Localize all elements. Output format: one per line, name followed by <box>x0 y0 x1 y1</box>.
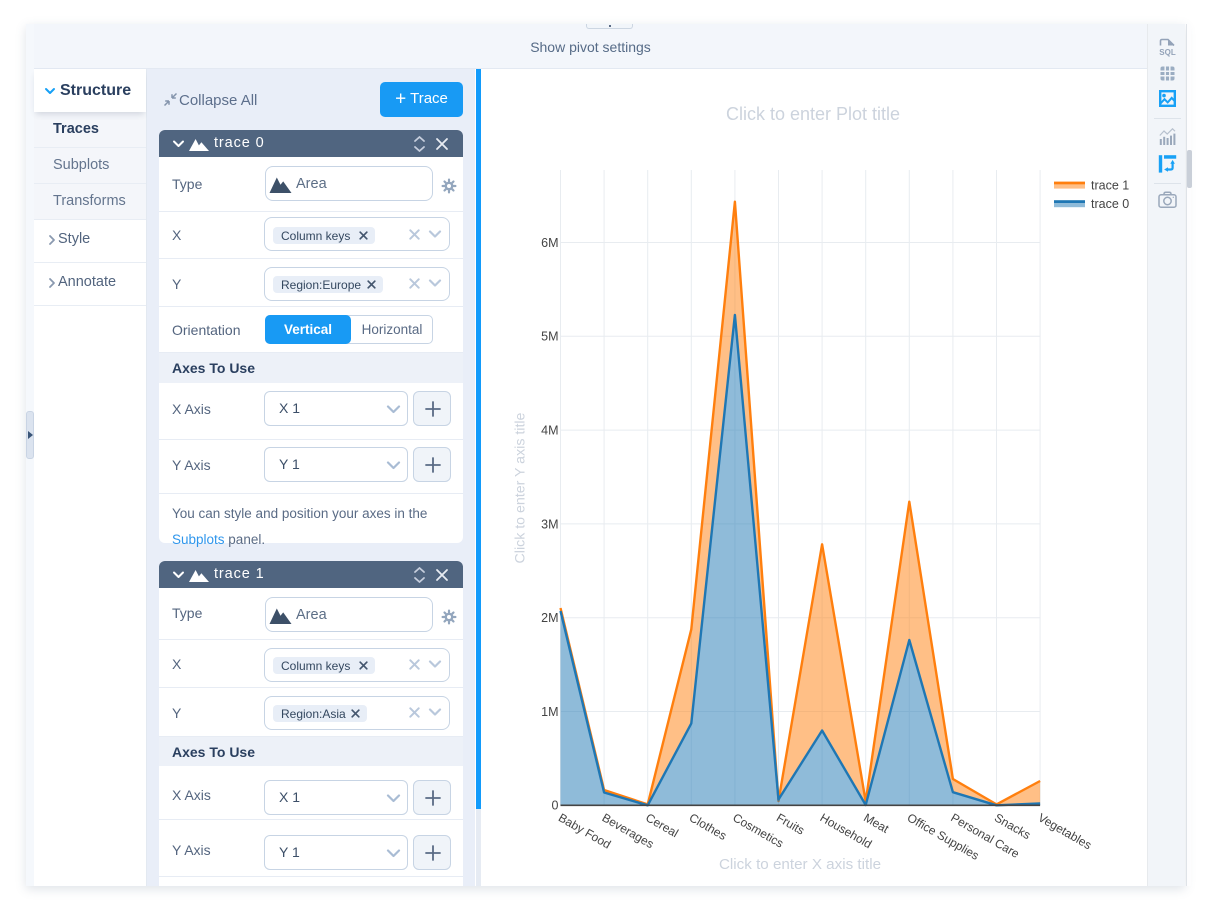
svg-text:4M: 4M <box>541 424 558 438</box>
svg-text:1M: 1M <box>541 705 558 719</box>
svg-text:SQL: SQL <box>1159 48 1176 57</box>
svg-text:6M: 6M <box>541 236 558 250</box>
svg-text:trace 1: trace 1 <box>1091 179 1129 193</box>
svg-text:Clothes: Clothes <box>687 810 729 842</box>
svg-text:Click to enter Plot title: Click to enter Plot title <box>726 104 900 124</box>
svg-text:0: 0 <box>552 799 559 813</box>
svg-text:5M: 5M <box>541 330 558 344</box>
svg-text:trace 0: trace 0 <box>1091 197 1129 211</box>
svg-text:Vegetables: Vegetables <box>1036 810 1094 852</box>
svg-text:Click to enter Y axis title: Click to enter Y axis title <box>513 412 529 563</box>
svg-text:2M: 2M <box>541 611 558 625</box>
svg-text:Click to enter X axis title: Click to enter X axis title <box>719 856 881 873</box>
svg-text:3M: 3M <box>541 517 558 531</box>
svg-text:Meat: Meat <box>861 810 892 836</box>
